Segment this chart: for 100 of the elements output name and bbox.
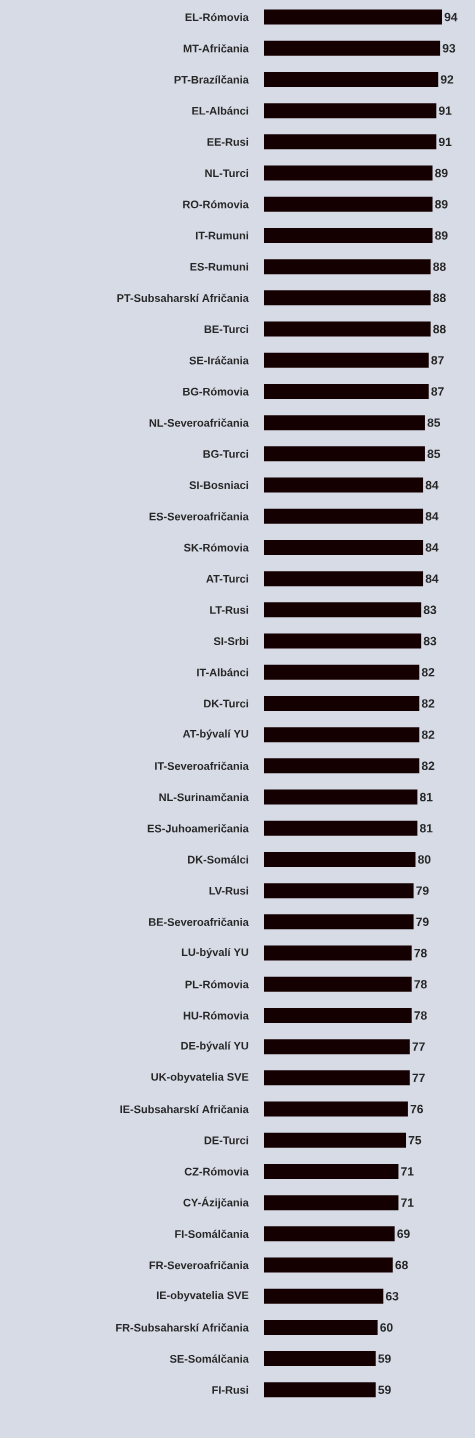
- bar: [264, 1070, 410, 1086]
- bar: [264, 1163, 399, 1179]
- data-label: 82: [421, 730, 435, 739]
- bar: [264, 321, 431, 337]
- bar: [264, 508, 424, 524]
- y-tick-label: SK-Rómovia: [183, 543, 249, 552]
- y-tick-label: EE-Rusi: [207, 137, 249, 146]
- bar: [264, 851, 416, 867]
- y-tick-label: AT-Turci: [206, 574, 249, 583]
- data-label: 84: [425, 480, 439, 490]
- bar: [264, 446, 425, 462]
- data-label: 71: [401, 1198, 414, 1207]
- data-label: 88: [433, 324, 446, 334]
- y-tick-label: CZ-Rómovia: [184, 1167, 249, 1176]
- y-tick-label: ES-Juhoameričania: [147, 824, 249, 833]
- y-tick-label: DK-Somálci: [188, 855, 249, 864]
- y-tick-label: PL-Rómovia: [185, 980, 249, 989]
- data-label: 81: [419, 824, 433, 833]
- y-tick-label: IT-Severoafričania: [155, 761, 249, 770]
- y-tick-label: IT-Albánci: [197, 668, 249, 677]
- y-tick-label: BG-Turci: [203, 449, 249, 458]
- y-tick-label: DE-bývalí YU: [181, 1041, 249, 1052]
- bar: [264, 664, 420, 680]
- data-label: 83: [423, 636, 437, 646]
- y-tick-label: DE-Turci: [204, 1136, 249, 1145]
- y-tick-label: FI-Rusi: [212, 1385, 249, 1394]
- y-tick-label: MT-Afričania: [183, 44, 249, 53]
- bar: [264, 1132, 407, 1148]
- data-label: 85: [427, 449, 441, 459]
- data-label: 89: [435, 200, 448, 209]
- data-label: 91: [438, 106, 452, 115]
- y-tick-label: FI-Somálčania: [175, 1229, 249, 1238]
- bar: [264, 71, 439, 87]
- bar: [264, 196, 433, 212]
- data-label: 84: [425, 574, 439, 583]
- data-label: 81: [419, 792, 433, 802]
- data-label: 89: [435, 168, 448, 178]
- y-tick-label: IE-obyvatelia SVE: [156, 1291, 249, 1302]
- y-tick-label: HU-Rómovia: [183, 1011, 249, 1020]
- bar: [264, 1007, 412, 1023]
- data-label: 71: [401, 1167, 414, 1176]
- data-label: 85: [427, 418, 441, 427]
- bar: [264, 1039, 410, 1055]
- data-label: 79: [416, 886, 429, 895]
- y-tick-label: CY-Ázijčania: [183, 1196, 249, 1209]
- bar: [264, 758, 420, 774]
- bar: [264, 695, 420, 711]
- y-tick-label: LU-bývalí YU: [181, 947, 249, 959]
- bar: [264, 9, 442, 25]
- y-tick-label: FR-Severoafričania: [149, 1260, 249, 1270]
- data-label: 82: [421, 761, 435, 771]
- bar: [264, 945, 412, 961]
- bar: [264, 914, 414, 930]
- y-tick-label: UK-obyvatelia SVE: [151, 1072, 249, 1083]
- y-tick-label: LT-Rusi: [210, 605, 249, 614]
- bar: [264, 883, 414, 899]
- bar: [264, 1195, 399, 1211]
- bar: [264, 290, 431, 306]
- data-label: 68: [395, 1260, 408, 1270]
- bar: [264, 789, 418, 805]
- bar: [264, 1257, 393, 1273]
- bar: [264, 103, 437, 119]
- y-tick-label: BE-Turci: [204, 325, 249, 334]
- data-label: 94: [444, 12, 458, 22]
- bar: [264, 415, 425, 431]
- bar: [264, 571, 424, 587]
- data-label: 88: [433, 293, 446, 303]
- y-tick-label: IT-Rumuni: [195, 231, 249, 240]
- y-tick-label: EL-Rómovia: [185, 12, 249, 22]
- data-label: 78: [414, 980, 427, 989]
- data-label: 91: [438, 137, 452, 147]
- bar: [264, 1101, 408, 1117]
- bar: [264, 633, 422, 649]
- data-label: 92: [440, 75, 454, 84]
- y-tick-label: SE-Iráčania: [189, 356, 249, 365]
- y-tick-label: NL-Turci: [205, 169, 249, 178]
- y-tick-label: SI-Bosniaci: [189, 481, 249, 490]
- data-label: 82: [421, 668, 435, 677]
- data-label: 84: [425, 543, 439, 552]
- bar: [264, 602, 422, 618]
- data-label: 60: [380, 1323, 393, 1332]
- data-label: 93: [442, 44, 456, 53]
- bar: [264, 1319, 378, 1335]
- y-tick-label: PT-Brazílčania: [174, 75, 249, 84]
- y-tick-label: SE-Somálčania: [169, 1354, 249, 1363]
- y-tick-label: NL-Surinamčania: [159, 792, 249, 802]
- bar: [264, 477, 424, 493]
- y-tick-label: ES-Severoafričania: [149, 512, 249, 521]
- data-label: 88: [433, 262, 446, 271]
- bar: [264, 1288, 384, 1304]
- y-tick-label: IE-Subsaharskí Afričania: [120, 1104, 249, 1114]
- y-tick-label: NL-Severoafričania: [149, 418, 249, 427]
- data-label: 82: [421, 699, 435, 708]
- data-label: 59: [378, 1354, 391, 1363]
- data-label: 63: [385, 1291, 399, 1301]
- bar: [264, 820, 418, 836]
- y-tick-label: LV-Rusi: [209, 886, 249, 895]
- bar: [264, 727, 420, 743]
- data-label: 87: [431, 387, 444, 396]
- data-label: 77: [412, 1042, 425, 1051]
